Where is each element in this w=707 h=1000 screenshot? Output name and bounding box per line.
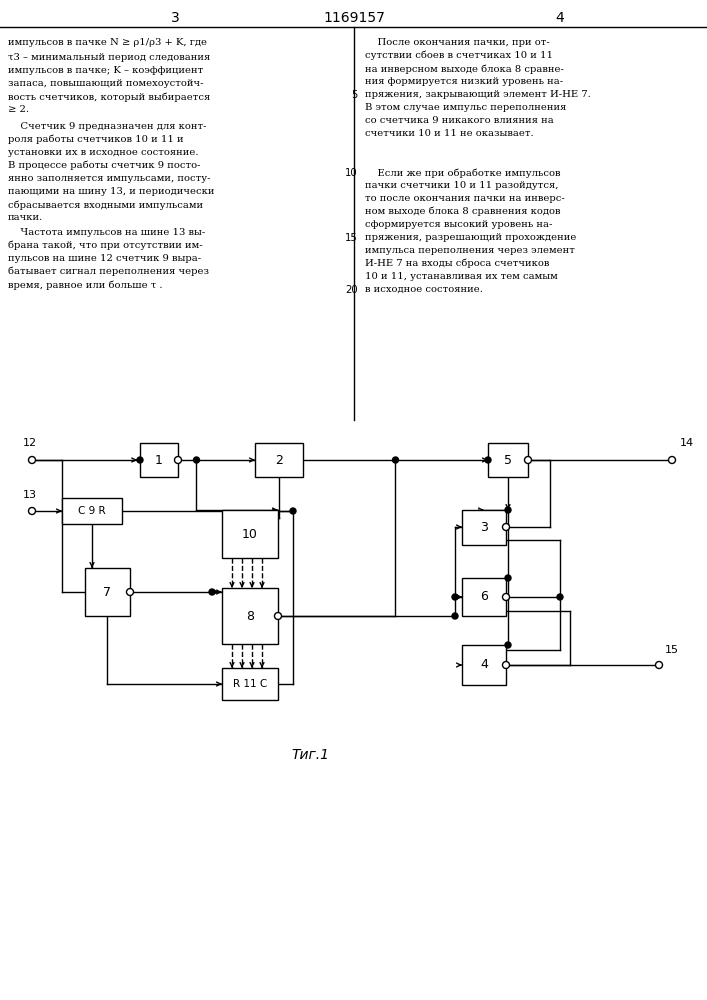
Text: После окончания пачки, при от-: После окончания пачки, при от-	[365, 38, 550, 47]
Text: 5: 5	[504, 454, 512, 466]
Circle shape	[505, 575, 511, 581]
Text: 5: 5	[351, 90, 358, 100]
Circle shape	[392, 457, 399, 463]
Text: Счетчик 9 предназначен для конт-: Счетчик 9 предназначен для конт-	[8, 122, 206, 131]
Circle shape	[557, 594, 563, 600]
Text: импульсов в пачке N ≥ ρ1/ρ3 + K, где: импульсов в пачке N ≥ ρ1/ρ3 + K, где	[8, 38, 207, 47]
Text: 13: 13	[23, 490, 37, 500]
Circle shape	[452, 594, 458, 600]
Circle shape	[503, 593, 510, 600]
Circle shape	[669, 456, 675, 464]
Circle shape	[290, 508, 296, 514]
Text: пачки счетчики 10 и 11 разойдутся,: пачки счетчики 10 и 11 разойдутся,	[365, 181, 559, 190]
Text: 20: 20	[346, 285, 358, 295]
Text: 3: 3	[480, 521, 488, 534]
Circle shape	[505, 642, 511, 648]
Text: установки их в исходное состояние.: установки их в исходное состояние.	[8, 148, 199, 157]
Text: R 11 C: R 11 C	[233, 679, 267, 689]
Text: 6: 6	[480, 590, 488, 603]
Circle shape	[503, 662, 510, 668]
Bar	[462, 578, 506, 616]
Text: батывает сигнал переполнения через: батывает сигнал переполнения через	[8, 267, 209, 276]
Text: И-НЕ 7 на входы сброса счетчиков: И-НЕ 7 на входы сброса счетчиков	[365, 259, 549, 268]
Text: пульсов на шине 12 счетчик 9 выра-: пульсов на шине 12 счетчик 9 выра-	[8, 254, 201, 263]
Text: ния формируется низкий уровень на-: ния формируется низкий уровень на-	[365, 77, 563, 86]
Text: τ3 – минимальный период следования: τ3 – минимальный период следования	[8, 53, 210, 62]
Text: 10 и 11, устанавливая их тем самым: 10 и 11, устанавливая их тем самым	[365, 272, 558, 281]
Text: на инверсном выходе блока 8 сравне-: на инверсном выходе блока 8 сравне-	[365, 64, 564, 74]
Bar	[488, 443, 528, 477]
Text: время, равное или больше τ .: время, равное или больше τ .	[8, 280, 163, 290]
Text: сбрасывается входными импульсами: сбрасывается входными импульсами	[8, 200, 203, 210]
Circle shape	[28, 508, 35, 514]
Text: 1: 1	[155, 454, 163, 466]
Text: 4: 4	[480, 658, 488, 672]
Text: Частота импульсов на шине 13 вы-: Частота импульсов на шине 13 вы-	[8, 228, 205, 237]
Text: Τиг.1: Τиг.1	[291, 748, 329, 762]
Text: ≥ 2.: ≥ 2.	[8, 105, 29, 114]
Text: 10: 10	[346, 168, 358, 178]
Circle shape	[485, 457, 491, 463]
Circle shape	[503, 524, 510, 530]
Circle shape	[28, 456, 35, 464]
Text: В этом случае импульс переполнения: В этом случае импульс переполнения	[365, 103, 566, 112]
Circle shape	[137, 457, 143, 463]
Text: В процессе работы счетчик 9 посто-: В процессе работы счетчик 9 посто-	[8, 161, 201, 170]
Circle shape	[655, 662, 662, 668]
Circle shape	[209, 589, 215, 595]
Text: вость счетчиков, который выбирается: вость счетчиков, который выбирается	[8, 92, 210, 102]
Text: C 9 R: C 9 R	[78, 506, 106, 516]
Bar	[222, 668, 278, 700]
Text: Если же при обработке импульсов: Если же при обработке импульсов	[365, 168, 561, 178]
Text: 15: 15	[345, 233, 358, 243]
Bar	[222, 588, 278, 644]
Bar	[462, 510, 506, 545]
Text: запаса, повышающий помехоустойч-: запаса, повышающий помехоустойч-	[8, 79, 204, 88]
Text: ном выходе блока 8 сравнения кодов: ном выходе блока 8 сравнения кодов	[365, 207, 561, 217]
Circle shape	[175, 456, 182, 464]
Text: 2: 2	[275, 454, 283, 466]
Text: то после окончания пачки на инверс-: то после окончания пачки на инверс-	[365, 194, 565, 203]
Text: пачки.: пачки.	[8, 213, 43, 222]
Circle shape	[194, 457, 199, 463]
Text: сутствии сбоев в счетчиках 10 и 11: сутствии сбоев в счетчиках 10 и 11	[365, 51, 553, 60]
Text: пающими на шину 13, и периодически: пающими на шину 13, и периодически	[8, 187, 214, 196]
Circle shape	[525, 456, 532, 464]
Bar	[462, 645, 506, 685]
Text: янно заполняется импульсами, посту-: янно заполняется импульсами, посту-	[8, 174, 211, 183]
Text: пряжения, разрешающий прохождение: пряжения, разрешающий прохождение	[365, 233, 576, 242]
Circle shape	[127, 588, 134, 595]
Text: 15: 15	[665, 645, 679, 655]
Bar	[222, 510, 278, 558]
Text: 4: 4	[556, 11, 564, 25]
Text: 7: 7	[103, 585, 112, 598]
Text: 14: 14	[680, 438, 694, 448]
Bar	[62, 498, 122, 524]
Text: импульса переполнения через элемент: импульса переполнения через элемент	[365, 246, 575, 255]
Text: 8: 8	[246, 609, 254, 622]
Text: 10: 10	[242, 528, 258, 540]
Text: со счетчика 9 никакого влияния на: со счетчика 9 никакого влияния на	[365, 116, 554, 125]
Text: 3: 3	[170, 11, 180, 25]
Text: импульсов в пачке; K – коэффициент: импульсов в пачке; K – коэффициент	[8, 66, 203, 75]
Text: счетчики 10 и 11 не оказывает.: счетчики 10 и 11 не оказывает.	[365, 129, 534, 138]
Circle shape	[505, 507, 511, 513]
Text: пряжения, закрывающий элемент И-НЕ 7.: пряжения, закрывающий элемент И-НЕ 7.	[365, 90, 591, 99]
Circle shape	[452, 613, 458, 619]
Circle shape	[274, 612, 281, 619]
Text: сформируется высокий уровень на-: сформируется высокий уровень на-	[365, 220, 552, 229]
Text: 12: 12	[23, 438, 37, 448]
Text: 1169157: 1169157	[323, 11, 385, 25]
Text: брана такой, что при отсутствии им-: брана такой, что при отсутствии им-	[8, 241, 203, 250]
Bar	[85, 568, 130, 616]
Text: в исходное состояние.: в исходное состояние.	[365, 285, 483, 294]
Text: роля работы счетчиков 10 и 11 и: роля работы счетчиков 10 и 11 и	[8, 135, 184, 144]
Bar	[140, 443, 178, 477]
Bar	[255, 443, 303, 477]
